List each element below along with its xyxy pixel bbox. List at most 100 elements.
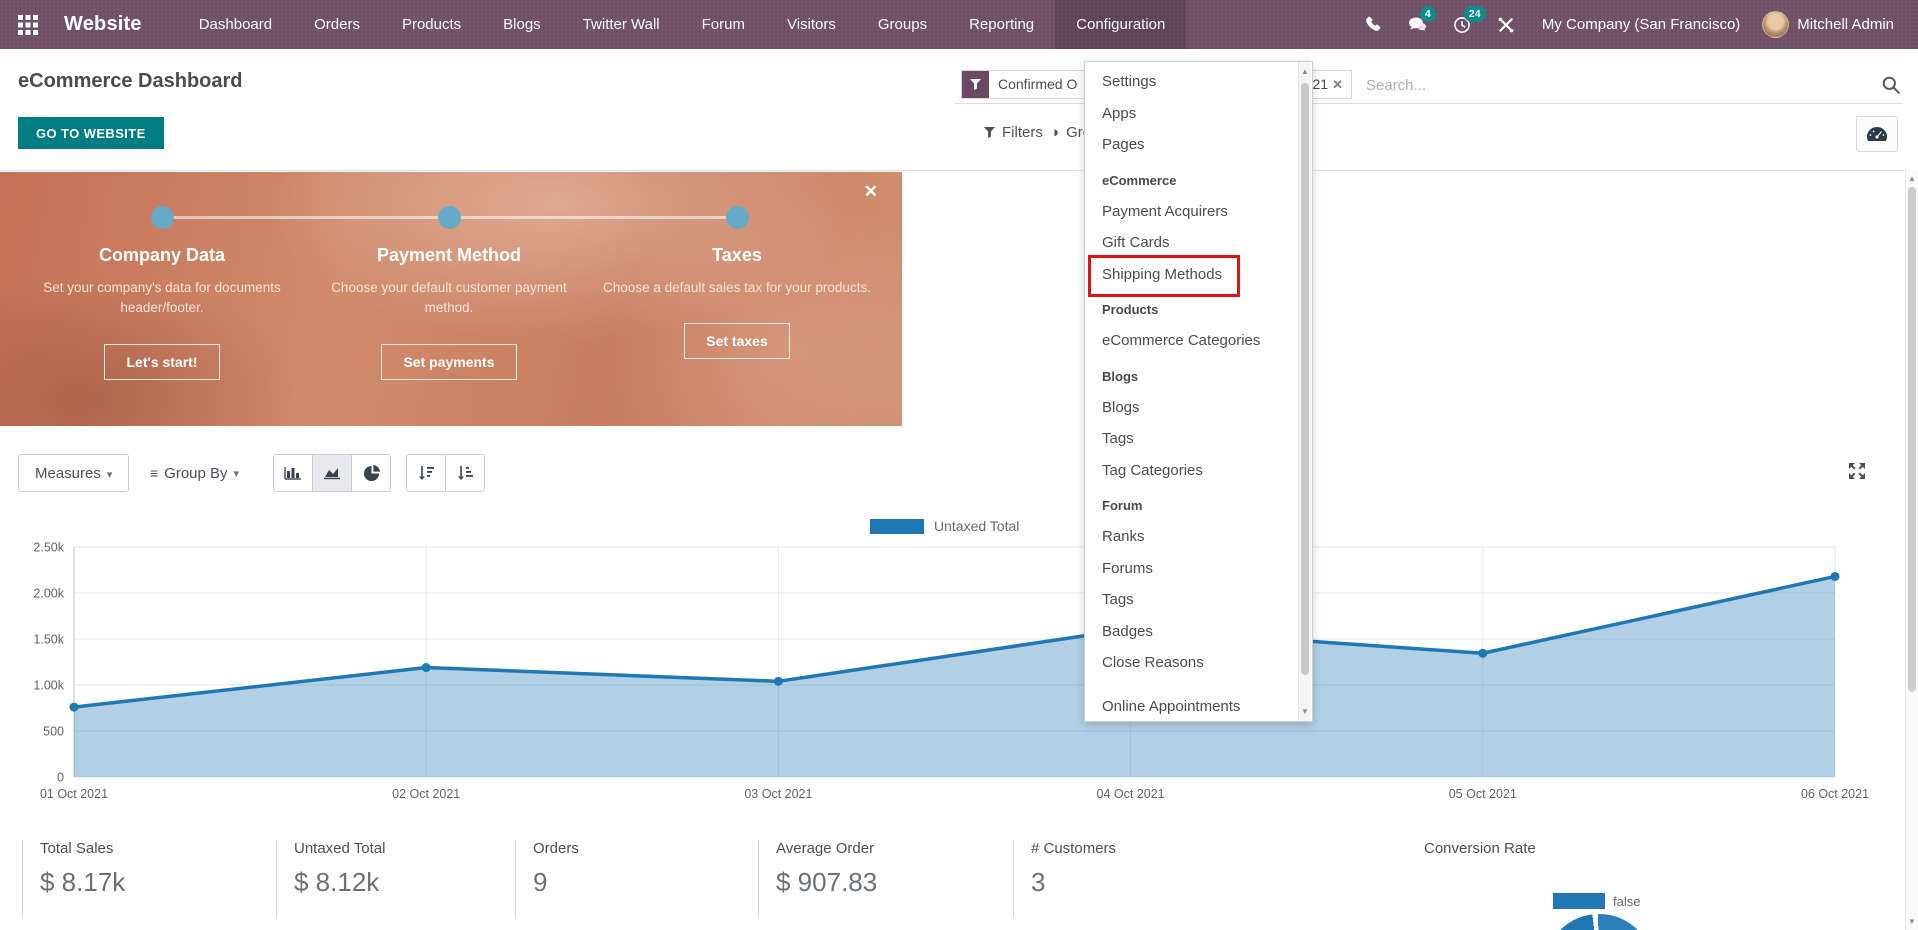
facet-value: Confirmed O bbox=[998, 76, 1078, 92]
stat-value: $ 907.83 bbox=[776, 867, 878, 897]
svg-text:500: 500 bbox=[43, 725, 64, 739]
step-description: Choose your default customer payment met… bbox=[331, 280, 567, 316]
stat-label: Total Sales bbox=[40, 840, 114, 857]
legend-swatch bbox=[870, 518, 924, 534]
user-avatar[interactable] bbox=[1762, 11, 1790, 38]
stat-average-order: Average Order $ 907.83 bbox=[776, 840, 877, 898]
progress-dot-payment-method bbox=[437, 206, 461, 229]
set-payments-button[interactable]: Set payments bbox=[381, 343, 517, 380]
set-taxes-button[interactable]: Set taxes bbox=[684, 323, 790, 360]
systray: 4 24 My Company (San Francisco) Mitchell… bbox=[1352, 0, 1904, 49]
menu-item-close-reasons[interactable]: Close Reasons bbox=[1102, 654, 1204, 671]
menu-item-gift-cards[interactable]: Gift Cards bbox=[1102, 234, 1170, 251]
svg-text:1.50k: 1.50k bbox=[33, 633, 64, 647]
menu-item-settings[interactable]: Settings bbox=[1102, 73, 1157, 90]
bar-chart-icon[interactable] bbox=[273, 454, 313, 492]
sort-descending-icon[interactable] bbox=[406, 454, 446, 492]
scroll-down-icon[interactable]: ▼ bbox=[1301, 707, 1309, 716]
let-s-start-button[interactable]: Let's start! bbox=[104, 343, 220, 380]
app-brand[interactable]: Website bbox=[64, 13, 142, 35]
go-to-website-button[interactable]: GO TO WEBSITE bbox=[18, 117, 164, 149]
stat-untaxed-total: Untaxed Total $ 8.12k bbox=[294, 840, 385, 898]
menu-item-blogs[interactable]: Blogs bbox=[1102, 398, 1140, 416]
step-title: Company Data bbox=[98, 245, 226, 265]
svg-text:03 Oct 2021: 03 Oct 2021 bbox=[744, 787, 812, 801]
pie-chart-icon[interactable] bbox=[351, 454, 391, 492]
company-switcher[interactable]: My Company (San Francisco) bbox=[1541, 16, 1741, 33]
dropdown-scrollbar-thumb[interactable] bbox=[1301, 83, 1309, 675]
svg-text:02 Oct 2021: 02 Oct 2021 bbox=[392, 787, 460, 801]
dashboard-gauge-button[interactable] bbox=[1856, 116, 1898, 152]
conversion-pie-legend[interactable]: false bbox=[1553, 893, 1640, 909]
stat-value: 9 bbox=[533, 867, 548, 897]
menu-item-tags[interactable]: Tags bbox=[1102, 430, 1134, 447]
nav-item-reporting[interactable]: Reporting bbox=[969, 16, 1035, 33]
funnel-icon bbox=[962, 71, 989, 98]
legend-swatch bbox=[1553, 893, 1605, 909]
stat-value: 3 bbox=[1031, 867, 1046, 897]
dropdown-scrollbar[interactable]: ▲ ▼ bbox=[1298, 62, 1311, 721]
sort-ascending-icon[interactable] bbox=[445, 454, 485, 492]
search-input[interactable] bbox=[1366, 72, 1726, 98]
scroll-up-icon[interactable]: ▲ bbox=[1301, 67, 1309, 76]
search-icon[interactable] bbox=[1882, 76, 1900, 99]
filters-menu-button[interactable]: Filters bbox=[984, 124, 1043, 141]
menu-item-shipping-methods[interactable]: Shipping Methods bbox=[1102, 265, 1223, 283]
page-scrollbar[interactable]: ▲ ▼ bbox=[1905, 170, 1918, 930]
nav-item-dashboard[interactable]: Dashboard bbox=[198, 16, 273, 33]
nav-item-configuration[interactable]: Configuration bbox=[1055, 0, 1187, 49]
nav-item-orders[interactable]: Orders bbox=[314, 16, 360, 33]
page-scrollbar-thumb[interactable] bbox=[1908, 187, 1916, 692]
nav-item-twitter-wall[interactable]: Twitter Wall bbox=[582, 16, 660, 33]
chart-legend[interactable]: Untaxed Total bbox=[870, 518, 1019, 534]
svg-text:04 Oct 2021: 04 Oct 2021 bbox=[1097, 787, 1165, 801]
scroll-down-icon[interactable]: ▼ bbox=[1908, 917, 1916, 926]
menu-item-pages[interactable]: Pages bbox=[1102, 136, 1145, 153]
step-title: Taxes bbox=[712, 245, 762, 265]
facet-remove-icon[interactable]: ✕ bbox=[1332, 77, 1343, 92]
tools-icon[interactable] bbox=[1484, 0, 1528, 49]
onboarding-step-taxes: Taxes Choose a default sales tax for your… bbox=[587, 245, 887, 360]
stat-total-sales: Total Sales $ 8.17k bbox=[40, 840, 125, 898]
menu-item-online-appointments[interactable]: Online Appointments bbox=[1102, 697, 1241, 715]
step-description: Set your company's data for documents he… bbox=[43, 280, 281, 316]
stat-label: Conversion Rate bbox=[1424, 840, 1536, 857]
nav-item-products[interactable]: Products bbox=[401, 16, 462, 33]
nav-item-visitors[interactable]: Visitors bbox=[786, 16, 836, 33]
user-menu[interactable]: Mitchell Admin bbox=[1797, 16, 1894, 33]
menu-item-payment-acquirers[interactable]: Payment Acquirers bbox=[1102, 202, 1228, 220]
menu-item-forums[interactable]: Forums bbox=[1102, 559, 1153, 577]
stat-divider bbox=[758, 840, 759, 918]
stat-customers: # Customers 3 bbox=[1031, 840, 1116, 898]
scroll-up-icon[interactable]: ▲ bbox=[1908, 174, 1916, 183]
onboarding-step-payment-method: Payment Method Choose your default custom… bbox=[299, 245, 599, 380]
filters-label: Filters bbox=[1002, 124, 1043, 141]
nav-item-blogs[interactable]: Blogs bbox=[503, 16, 541, 33]
menu-item-tag-categories[interactable]: Tag Categories bbox=[1102, 461, 1203, 479]
menu-item-tags[interactable]: Tags bbox=[1102, 591, 1134, 608]
menu-section-blogs: Blogs bbox=[1102, 368, 1139, 384]
menu-item-ranks[interactable]: Ranks bbox=[1102, 528, 1145, 545]
svg-text:01 Oct 2021: 01 Oct 2021 bbox=[40, 787, 108, 801]
activities-clock-icon[interactable]: 24 bbox=[1440, 0, 1486, 49]
stat-label: Untaxed Total bbox=[294, 840, 386, 857]
nav-item-groups[interactable]: Groups bbox=[877, 16, 928, 33]
fullscreen-icon[interactable] bbox=[1842, 456, 1872, 486]
top-navbar: Website Dashboard Orders Products Blogs Twit… bbox=[0, 0, 1918, 49]
phone-icon[interactable] bbox=[1352, 0, 1396, 49]
banner-close-icon[interactable]: ✕ bbox=[863, 182, 878, 201]
messages-icon[interactable]: 4 bbox=[1396, 0, 1440, 49]
legend-label: Untaxed Total bbox=[934, 518, 1020, 534]
graph-group-by-button[interactable]: ≡ Group By ▾ bbox=[150, 454, 239, 492]
apps-grid-icon[interactable] bbox=[18, 14, 38, 35]
activities-badge: 24 bbox=[1463, 6, 1486, 22]
nav-item-forum[interactable]: Forum bbox=[701, 16, 745, 33]
measures-button[interactable]: Measures ▾ bbox=[18, 454, 130, 492]
menu-item-ecommerce-categories[interactable]: eCommerce Categories bbox=[1102, 332, 1261, 349]
menu-item-badges[interactable]: Badges bbox=[1102, 622, 1153, 640]
stat-conversion-rate: Conversion Rate bbox=[1424, 840, 1536, 867]
stat-value: $ 8.12k bbox=[294, 867, 380, 897]
menu-item-apps[interactable]: Apps bbox=[1102, 104, 1137, 122]
area-chart-icon[interactable] bbox=[312, 454, 352, 492]
